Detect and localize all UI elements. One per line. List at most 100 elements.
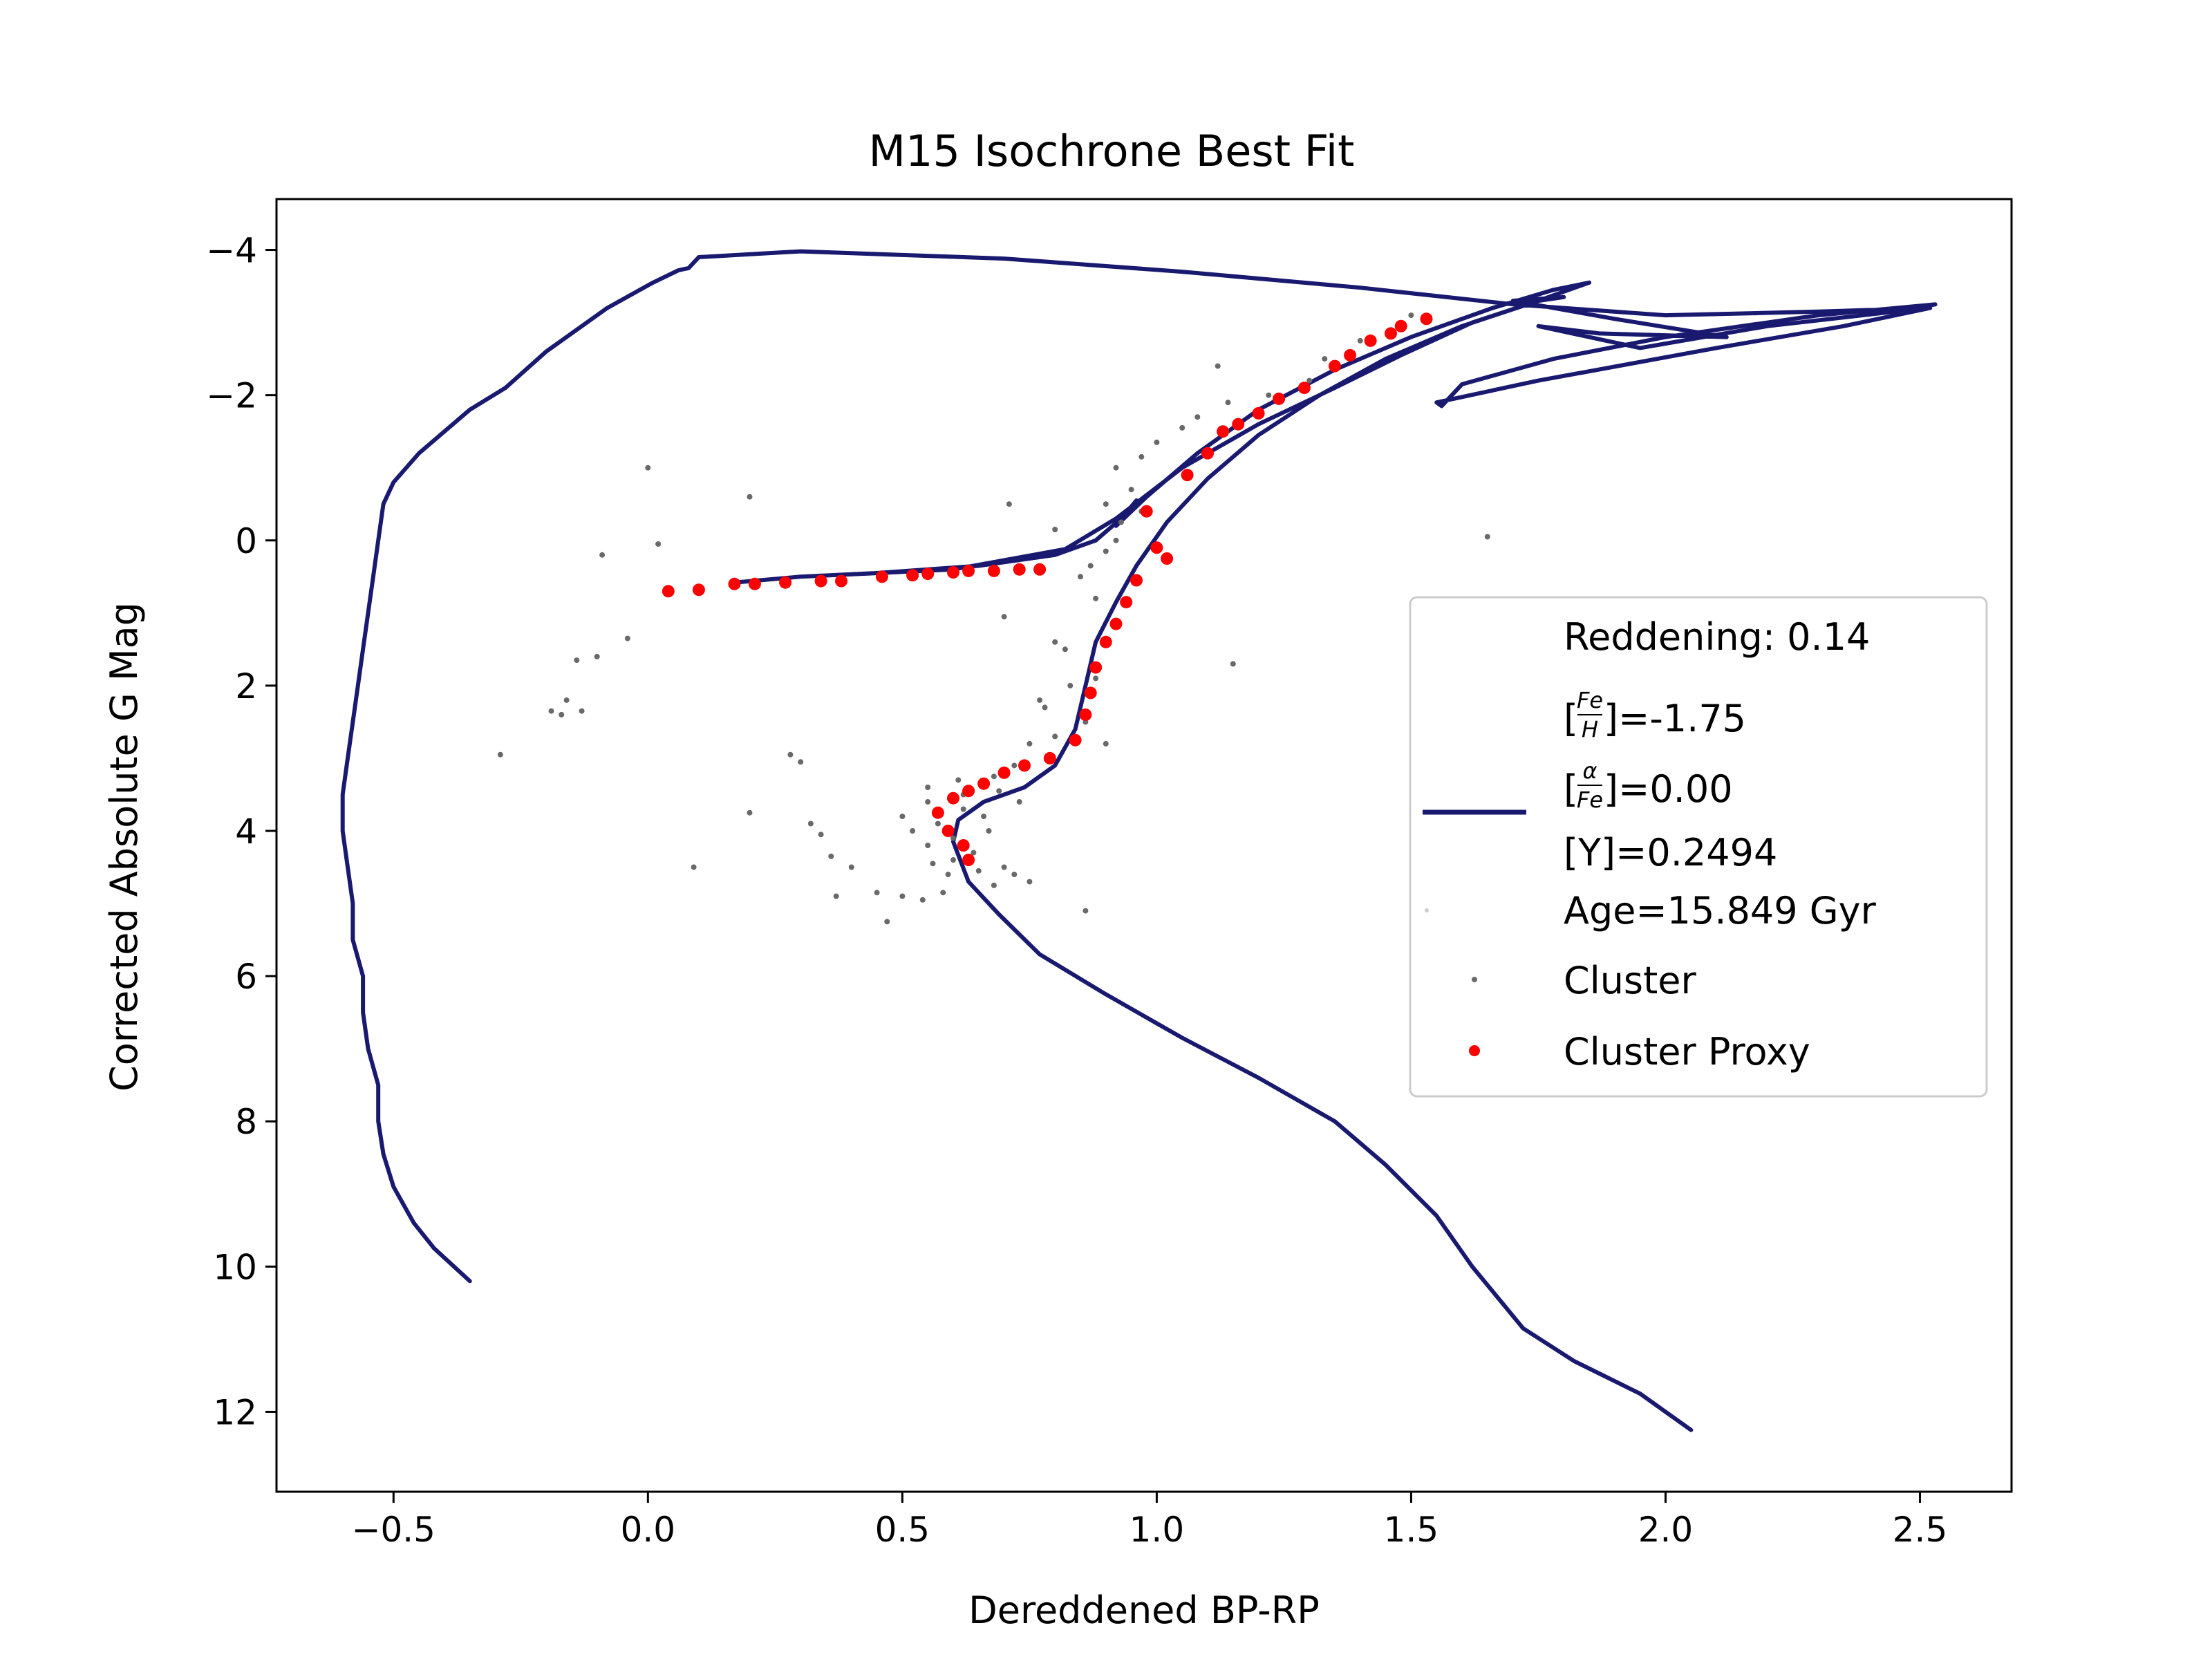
proxy-point-22 [1252, 406, 1265, 420]
cluster-point-51 [807, 821, 814, 827]
cluster-point-64 [925, 785, 931, 790]
cluster-point-0 [645, 465, 651, 471]
data-layer [340, 249, 1938, 1432]
cluster-point-32 [991, 774, 997, 780]
y-tick-label-0: −4 [206, 231, 257, 271]
cluster-point-76 [1093, 675, 1099, 682]
proxy-point-4 [779, 576, 792, 589]
y-tick-label-1: −2 [206, 376, 257, 416]
proxy-point-40 [1018, 759, 1031, 772]
cluster-point-15 [1266, 392, 1272, 398]
y-tick-label-4: 4 [235, 812, 257, 852]
cluster-point-39 [975, 868, 982, 874]
legend-alpha-value: ]=0.00 [1604, 767, 1733, 811]
legend-cluster-marker [1472, 977, 1477, 982]
cluster-point-48 [848, 864, 854, 870]
cluster-point-23 [1052, 639, 1058, 645]
cluster-point-8 [1103, 501, 1109, 507]
legend-alpha-denominator: Fe [1577, 787, 1603, 813]
proxy-point-19 [1201, 447, 1214, 460]
cluster-point-25 [1093, 595, 1099, 601]
chart-title: M15 Isochrone Best Fit [869, 126, 1355, 176]
legend-feh: [ Fe H ]=-1.75 [1564, 687, 1746, 742]
cluster-point-83 [945, 872, 951, 877]
cluster-point-84 [955, 777, 962, 783]
cluster-point-36 [910, 828, 916, 834]
cluster-point-24 [1078, 574, 1083, 580]
legend-alpha: [ α Fe ]=0.00 [1564, 758, 1733, 813]
y-tick-label-8: 12 [213, 1392, 257, 1432]
proxy-point-39 [1043, 751, 1056, 765]
cluster-point-77 [1113, 537, 1119, 543]
proxy-point-33 [1109, 617, 1123, 630]
cluster-point-14 [1225, 400, 1231, 406]
cluster-point-72 [1082, 908, 1089, 914]
cluster-point-70 [1011, 872, 1018, 877]
proxy-point-14 [1033, 563, 1047, 576]
proxy-point-30 [1385, 327, 1397, 340]
isochrone-line [340, 249, 1938, 1432]
legend-proxy-marker [1469, 1045, 1480, 1056]
proxy-point-6 [835, 574, 847, 588]
cluster-point-60 [559, 711, 565, 718]
cluster-point-57 [548, 708, 554, 714]
cluster-point-22 [1001, 614, 1007, 620]
legend-blank-marker [1425, 908, 1429, 912]
x-tick-label-3: 1.0 [1130, 1510, 1185, 1550]
proxy-point-42 [977, 777, 991, 790]
proxy-point-13 [1013, 563, 1026, 576]
cluster-point-40 [991, 882, 997, 888]
cluster-point-75 [1037, 697, 1043, 703]
proxy-point-20 [1217, 425, 1230, 438]
cluster-point-3 [655, 541, 662, 547]
cluster-point-52 [747, 809, 753, 816]
cluster-point-20 [1484, 534, 1490, 540]
cluster-point-78 [1103, 548, 1109, 554]
cluster-point-71 [1027, 879, 1033, 885]
proxy-point-28 [1394, 319, 1407, 332]
cluster-point-11 [1179, 424, 1185, 431]
proxy-point-37 [1079, 708, 1092, 721]
cluster-point-73 [1103, 740, 1109, 747]
cluster-point-41 [1001, 864, 1007, 870]
legend-feh-denominator: H [1582, 716, 1598, 742]
legend-reddening: Reddening: 0.14 [1564, 615, 1870, 659]
proxy-point-16 [1150, 541, 1163, 554]
proxy-point-3 [748, 577, 761, 590]
cluster-point-44 [899, 893, 906, 899]
cluster-point-55 [691, 864, 697, 870]
cluster-point-61 [624, 635, 630, 641]
cluster-point-67 [960, 806, 966, 812]
proxy-point-2 [728, 577, 741, 590]
cluster-point-62 [594, 653, 600, 659]
x-axis-label: Dereddened BP-RP [968, 1588, 1320, 1632]
cluster-point-5 [1052, 527, 1058, 532]
cluster-point-45 [874, 890, 880, 896]
proxy-point-29 [1420, 312, 1433, 326]
proxy-point-36 [1084, 686, 1097, 700]
cluster-point-49 [828, 853, 834, 859]
cluster-point-42 [940, 890, 946, 896]
proxy-point-38 [1069, 733, 1082, 747]
cluster-point-66 [950, 835, 956, 841]
cluster-point-54 [787, 751, 794, 758]
cluster-point-16 [1306, 377, 1313, 384]
proxy-point-5 [814, 574, 827, 588]
proxy-point-26 [1344, 348, 1357, 362]
y-axis: −4 −2 0 2 4 6 8 10 12 [206, 231, 276, 1432]
axes-frame [275, 198, 2013, 1493]
plot-area [275, 198, 2013, 1493]
legend-alpha-numerator: α [1582, 758, 1597, 784]
proxy-point-24 [1297, 382, 1311, 395]
proxy-point-23 [1273, 392, 1286, 405]
proxy-point-43 [962, 785, 975, 798]
cluster-point-4 [1006, 501, 1012, 507]
cluster-point-2 [599, 552, 606, 558]
y-tick-label-7: 10 [213, 1247, 257, 1287]
cluster-point-58 [563, 697, 570, 703]
cluster-point-87 [930, 861, 936, 867]
legend-proxy-label: Cluster Proxy [1564, 1030, 1810, 1074]
legend-cluster-label: Cluster [1564, 959, 1696, 1002]
cluster-point-30 [1027, 740, 1033, 747]
